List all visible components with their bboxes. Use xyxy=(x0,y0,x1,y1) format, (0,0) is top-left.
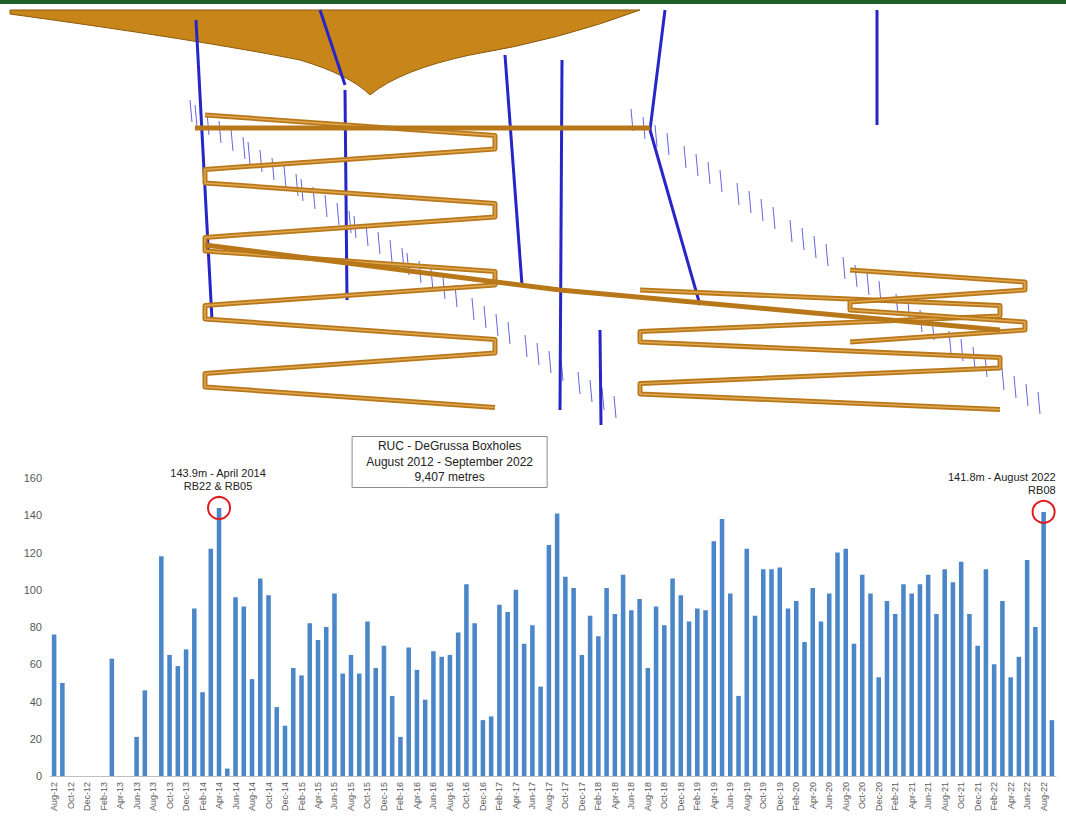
svg-text:Feb-13: Feb-13 xyxy=(99,782,109,811)
svg-text:Oct-19: Oct-19 xyxy=(758,782,768,809)
svg-text:143.9m - April 2014: 143.9m - April 2014 xyxy=(170,467,265,479)
svg-text:Dec-17: Dec-17 xyxy=(577,782,587,811)
svg-text:Jun-18: Jun-18 xyxy=(626,782,636,810)
svg-text:Oct-17: Oct-17 xyxy=(560,782,570,809)
svg-text:Jun-17: Jun-17 xyxy=(527,782,537,810)
svg-text:Jun-20: Jun-20 xyxy=(824,782,834,810)
svg-text:RB08: RB08 xyxy=(1028,484,1056,496)
svg-text:August 2012 - September 2022: August 2012 - September 2022 xyxy=(366,455,533,469)
svg-text:120: 120 xyxy=(24,547,42,559)
svg-text:Oct-16: Oct-16 xyxy=(461,782,471,809)
svg-text:Apr-14: Apr-14 xyxy=(214,782,224,809)
svg-text:Dec-19: Dec-19 xyxy=(775,782,785,811)
svg-text:Dec-14: Dec-14 xyxy=(280,782,290,811)
svg-text:Feb-19: Feb-19 xyxy=(692,782,702,811)
svg-text:Oct-20: Oct-20 xyxy=(857,782,867,809)
svg-text:60: 60 xyxy=(30,658,42,670)
svg-text:Jun-22: Jun-22 xyxy=(1022,782,1032,810)
svg-text:Feb-20: Feb-20 xyxy=(791,782,801,811)
svg-text:Feb-14: Feb-14 xyxy=(198,782,208,811)
svg-text:9,407 metres: 9,407 metres xyxy=(415,470,485,484)
svg-text:Dec-21: Dec-21 xyxy=(973,782,983,811)
svg-text:Feb-22: Feb-22 xyxy=(989,782,999,811)
svg-text:Apr-21: Apr-21 xyxy=(907,782,917,809)
svg-text:Aug-12: Aug-12 xyxy=(49,782,59,811)
svg-text:Aug-16: Aug-16 xyxy=(445,782,455,811)
svg-text:Apr-18: Apr-18 xyxy=(610,782,620,809)
svg-text:Jun-19: Jun-19 xyxy=(725,782,735,810)
svg-text:140: 140 xyxy=(24,509,42,521)
svg-text:Jun-16: Jun-16 xyxy=(428,782,438,810)
svg-text:Aug-17: Aug-17 xyxy=(544,782,554,811)
svg-text:Apr-22: Apr-22 xyxy=(1006,782,1016,809)
svg-text:RB22 & RB05: RB22 & RB05 xyxy=(184,480,252,492)
svg-text:Dec-13: Dec-13 xyxy=(181,782,191,811)
svg-text:Apr-17: Apr-17 xyxy=(511,782,521,809)
svg-text:Feb-18: Feb-18 xyxy=(593,782,603,811)
svg-text:Aug-21: Aug-21 xyxy=(940,782,950,811)
svg-text:100: 100 xyxy=(24,584,42,596)
svg-text:Aug-14: Aug-14 xyxy=(247,782,257,811)
svg-text:Dec-20: Dec-20 xyxy=(874,782,884,811)
svg-text:141.8m - August 2022: 141.8m - August 2022 xyxy=(948,471,1056,483)
svg-text:Jun-21: Jun-21 xyxy=(923,782,933,810)
svg-text:Aug-15: Aug-15 xyxy=(346,782,356,811)
svg-text:Aug-20: Aug-20 xyxy=(841,782,851,811)
svg-text:20: 20 xyxy=(30,733,42,745)
svg-text:Aug-19: Aug-19 xyxy=(742,782,752,811)
svg-text:Apr-15: Apr-15 xyxy=(313,782,323,809)
svg-text:Dec-18: Dec-18 xyxy=(676,782,686,811)
svg-text:40: 40 xyxy=(30,696,42,708)
svg-text:Aug-13: Aug-13 xyxy=(148,782,158,811)
svg-text:Jun-13: Jun-13 xyxy=(132,782,142,810)
svg-text:Feb-15: Feb-15 xyxy=(297,782,307,811)
svg-text:Oct-15: Oct-15 xyxy=(362,782,372,809)
svg-text:Jun-14: Jun-14 xyxy=(231,782,241,810)
svg-text:Aug-18: Aug-18 xyxy=(643,782,653,811)
svg-text:Feb-16: Feb-16 xyxy=(395,782,405,811)
svg-text:Jun-15: Jun-15 xyxy=(329,782,339,810)
svg-text:Dec-12: Dec-12 xyxy=(82,782,92,811)
svg-text:160: 160 xyxy=(24,472,42,484)
svg-text:Apr-16: Apr-16 xyxy=(412,782,422,809)
svg-text:Oct-18: Oct-18 xyxy=(659,782,669,809)
svg-text:RUC - DeGrussa Boxholes: RUC - DeGrussa Boxholes xyxy=(378,439,521,453)
svg-text:Apr-13: Apr-13 xyxy=(115,782,125,809)
svg-text:Feb-17: Feb-17 xyxy=(494,782,504,811)
svg-text:Oct-13: Oct-13 xyxy=(165,782,175,809)
svg-text:Oct-21: Oct-21 xyxy=(956,782,966,809)
svg-text:80: 80 xyxy=(30,621,42,633)
svg-text:0: 0 xyxy=(36,770,42,782)
svg-text:Oct-12: Oct-12 xyxy=(66,782,76,809)
svg-text:Apr-20: Apr-20 xyxy=(808,782,818,809)
svg-text:Feb-21: Feb-21 xyxy=(890,782,900,811)
svg-text:Oct-14: Oct-14 xyxy=(264,782,274,809)
svg-text:Aug-22: Aug-22 xyxy=(1039,782,1049,811)
svg-text:Dec-16: Dec-16 xyxy=(478,782,488,811)
svg-text:Dec-15: Dec-15 xyxy=(379,782,389,811)
svg-text:Apr-19: Apr-19 xyxy=(709,782,719,809)
